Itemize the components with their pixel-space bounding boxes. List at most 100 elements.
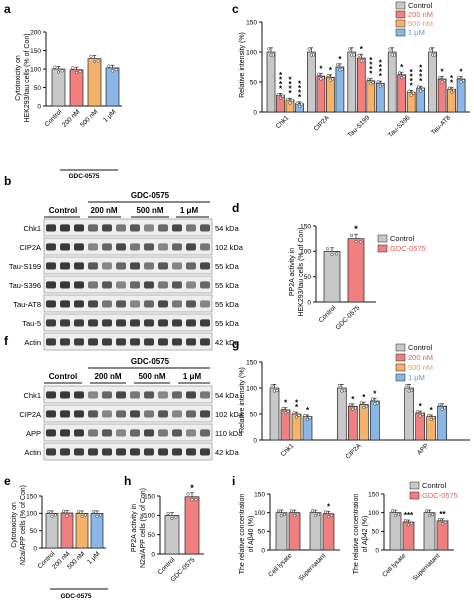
c-significance-star: * xyxy=(419,64,423,73)
b-blot-band xyxy=(172,319,182,327)
b-blot-band xyxy=(158,338,168,346)
i-legend-label: GDC-0575 xyxy=(422,491,458,500)
c-ytick-label: 50 xyxy=(250,79,258,86)
a-data-point xyxy=(89,54,93,58)
i-left-ytick-label: 100 xyxy=(254,510,265,517)
i-left-data-point xyxy=(310,509,314,513)
b-blot-band xyxy=(74,319,84,327)
b-blot-band xyxy=(172,262,182,270)
g-data-point xyxy=(410,389,414,393)
c-data-point xyxy=(288,101,292,105)
b-blot-band xyxy=(88,281,98,289)
c-data-point xyxy=(286,97,290,101)
a-data-point xyxy=(53,65,57,69)
c-bar xyxy=(316,75,326,113)
b-blot-band xyxy=(186,224,196,232)
f-blot-strip xyxy=(43,442,213,461)
e-data-point xyxy=(77,510,81,514)
c-significance-star: * xyxy=(379,72,383,81)
b-blot-band xyxy=(172,281,182,289)
f-blot-band xyxy=(46,429,56,437)
f-blot-band xyxy=(200,448,210,456)
f-blot-band xyxy=(102,429,112,437)
i-legend-swatch xyxy=(409,481,420,490)
f-blot-band xyxy=(102,410,112,418)
f-blot-band xyxy=(186,429,196,437)
e-ytick-label: 100 xyxy=(26,511,37,518)
f-blot-band xyxy=(74,448,84,456)
c-significance-star: * xyxy=(410,81,414,90)
b-blot-band xyxy=(116,243,126,251)
panel-label-b: b xyxy=(4,174,11,188)
b-blot-band xyxy=(102,319,112,327)
f-row-label-chk1: Chk1 xyxy=(23,391,41,400)
g-data-point xyxy=(292,411,296,415)
c-bar xyxy=(428,51,437,113)
c-significance-star: * xyxy=(410,72,414,81)
b-blot-band xyxy=(60,224,70,232)
i-right-ytick-label: 150 xyxy=(368,491,379,498)
g-data-point xyxy=(337,383,341,387)
a-data-point xyxy=(114,68,118,72)
f-blot-band xyxy=(116,410,126,418)
c-data-point xyxy=(357,53,361,57)
b-blot-band xyxy=(74,224,84,232)
b-kda-label: 55 kDa xyxy=(215,262,240,271)
c-bar xyxy=(437,78,447,113)
i-left-xtick-label: Cell lysate xyxy=(267,552,293,578)
d-ylabel-2: HEK293/tau cells (% of Con) xyxy=(298,227,305,316)
f-blot-band xyxy=(102,391,112,399)
b-blot-strip xyxy=(43,256,213,275)
b-blot-band xyxy=(130,300,140,308)
d-data-point xyxy=(354,240,358,244)
c-data-point xyxy=(328,78,332,82)
c-data-point xyxy=(290,99,294,103)
i-left-data-point xyxy=(292,514,297,518)
b-blot-band xyxy=(88,224,98,232)
d-data-point xyxy=(334,252,339,256)
g-ytick-label: 150 xyxy=(246,359,257,366)
h-significance-star: * xyxy=(190,483,194,493)
f-blot-band xyxy=(46,448,56,456)
c-significance-star: * xyxy=(279,75,283,84)
c-legend-label: 200 nM xyxy=(408,10,433,19)
b-header-200: 200 nM xyxy=(90,206,117,215)
c-legend-swatch xyxy=(395,10,406,19)
f-blot-band xyxy=(74,429,84,437)
c-data-point xyxy=(378,84,382,88)
b-blot-band xyxy=(102,224,112,232)
f-blot-band xyxy=(144,410,154,418)
c-data-point xyxy=(409,93,413,97)
f-blot-band xyxy=(172,410,182,418)
f-blot-band xyxy=(130,429,140,437)
c-significance-star: * xyxy=(419,77,423,86)
b-header-1um: 1 μM xyxy=(180,206,199,215)
d-ylabel-1: PP2A activity in xyxy=(289,248,296,296)
b-blot-band xyxy=(144,281,154,289)
g-data-point xyxy=(364,404,368,408)
b-row-label-tau-at8: Tau-AT8 xyxy=(13,300,41,309)
f-blot-band xyxy=(60,429,70,437)
g-bar xyxy=(336,387,347,441)
a-data-point xyxy=(107,64,111,68)
i-right-significance-star: ** xyxy=(439,510,446,519)
c-bar xyxy=(456,78,466,113)
b-blot-band xyxy=(144,262,154,270)
g-data-point xyxy=(353,406,357,410)
i-left-significance-star: * xyxy=(327,502,331,511)
c-data-point xyxy=(411,91,415,95)
c-data-point xyxy=(340,67,344,71)
c-significance-star: * xyxy=(410,77,414,86)
i-left-data-point xyxy=(289,509,293,513)
a-xtick-label: 200 nM xyxy=(61,108,81,128)
g-data-point xyxy=(405,383,409,387)
f-blot-band xyxy=(144,429,154,437)
b-blot-band xyxy=(158,300,168,308)
b-blot-band xyxy=(144,224,154,232)
b-blot-band xyxy=(88,338,98,346)
h-ytick-label: 100 xyxy=(144,513,155,520)
c-significance-star: * xyxy=(419,73,423,82)
c-significance-star: * xyxy=(379,63,383,72)
c-significance-star: * xyxy=(288,80,292,89)
h-ylabel-2: N2a/APP cells (% of Con) xyxy=(140,488,147,568)
